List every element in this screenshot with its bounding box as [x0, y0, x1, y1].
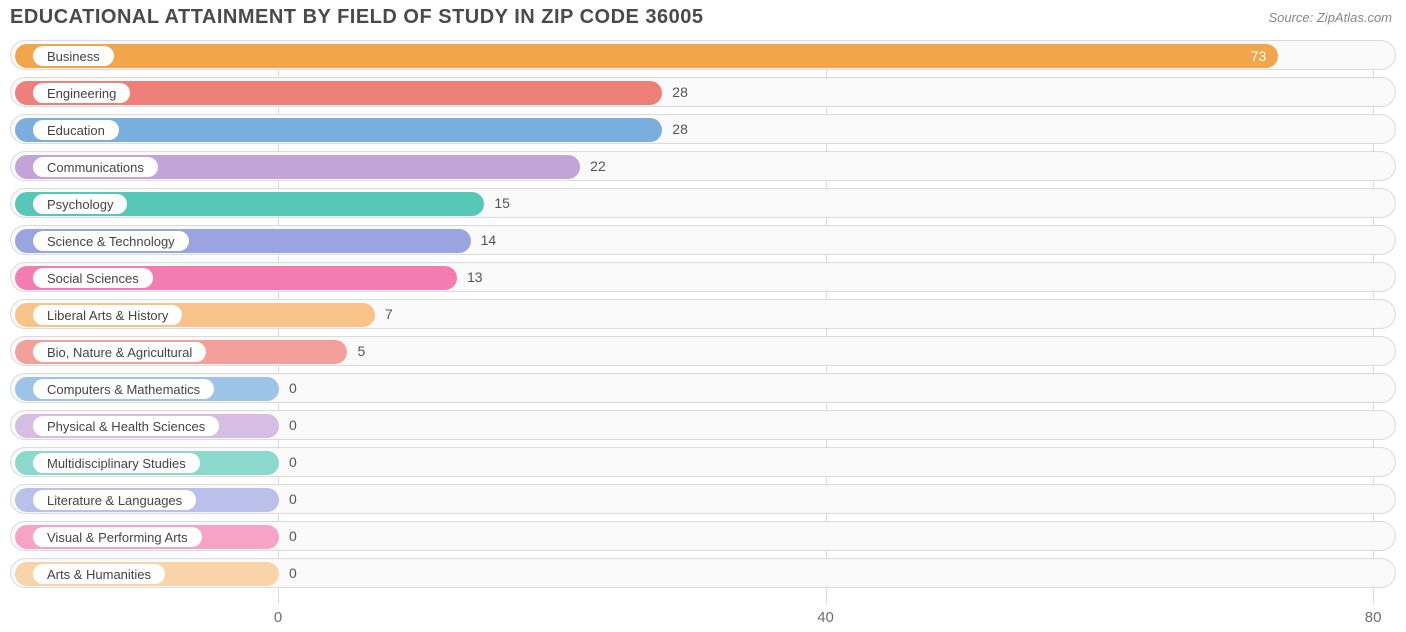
category-label: Liberal Arts & History: [33, 305, 182, 325]
bar-row: Literature & Languages 0: [10, 484, 1396, 514]
category-label: Bio, Nature & Agricultural: [33, 342, 206, 362]
category-label: Visual & Performing Arts: [33, 527, 202, 547]
source-attribution: Source: ZipAtlas.com: [1268, 10, 1392, 25]
value-label: 0: [289, 565, 297, 581]
category-label: Literature & Languages: [33, 490, 196, 510]
value-label: 0: [289, 454, 297, 470]
value-label: 13: [467, 269, 483, 285]
category-label: Engineering: [33, 83, 130, 103]
category-label: Arts & Humanities: [33, 564, 165, 584]
category-label: Science & Technology: [33, 231, 189, 251]
bar-row: Communications 22: [10, 151, 1396, 181]
value-label: 28: [672, 121, 688, 137]
bar-row: Arts & Humanities 0: [10, 558, 1396, 588]
x-tick: 80: [1365, 609, 1382, 626]
x-tick: 40: [817, 609, 834, 626]
bar-row: Computers & Mathematics 0: [10, 373, 1396, 403]
bar-row: Psychology 15: [10, 188, 1396, 218]
category-label: Computers & Mathematics: [33, 379, 214, 399]
value-label: 22: [590, 158, 606, 174]
category-label: Social Sciences: [33, 268, 153, 288]
bar-chart: 0408073BusinessEngineering28Education28C…: [10, 40, 1396, 604]
value-label: 73: [1251, 48, 1267, 64]
x-tick: 0: [274, 609, 282, 626]
category-label: Business: [33, 46, 114, 66]
bar-row: Liberal Arts & History 7: [10, 299, 1396, 329]
value-label: 14: [481, 232, 497, 248]
value-label: 7: [385, 306, 393, 322]
value-label: 0: [289, 491, 297, 507]
category-label: Multidisciplinary Studies: [33, 453, 200, 473]
chart-title: EDUCATIONAL ATTAINMENT BY FIELD OF STUDY…: [10, 6, 704, 29]
value-label: 5: [357, 343, 365, 359]
bar-row: Visual & Performing Arts 0: [10, 521, 1396, 551]
value-label: 0: [289, 528, 297, 544]
bar-row: 73 Business: [10, 40, 1396, 70]
category-label: Psychology: [33, 194, 127, 214]
bar-row: Engineering 28: [10, 77, 1396, 107]
bar-row: Bio, Nature & Agricultural 5: [10, 336, 1396, 366]
bar: 73: [15, 44, 1278, 68]
category-label: Communications: [33, 157, 158, 177]
bar-row: Social Sciences 13: [10, 262, 1396, 292]
bar-row: Science & Technology 14: [10, 225, 1396, 255]
value-label: 15: [494, 195, 510, 211]
category-label: Education: [33, 120, 119, 140]
bar-row: Education 28: [10, 114, 1396, 144]
value-label: 0: [289, 380, 297, 396]
bar-row: Physical & Health Sciences 0: [10, 410, 1396, 440]
category-label: Physical & Health Sciences: [33, 416, 219, 436]
value-label: 0: [289, 417, 297, 433]
value-label: 28: [672, 84, 688, 100]
bar-row: Multidisciplinary Studies 0: [10, 447, 1396, 477]
